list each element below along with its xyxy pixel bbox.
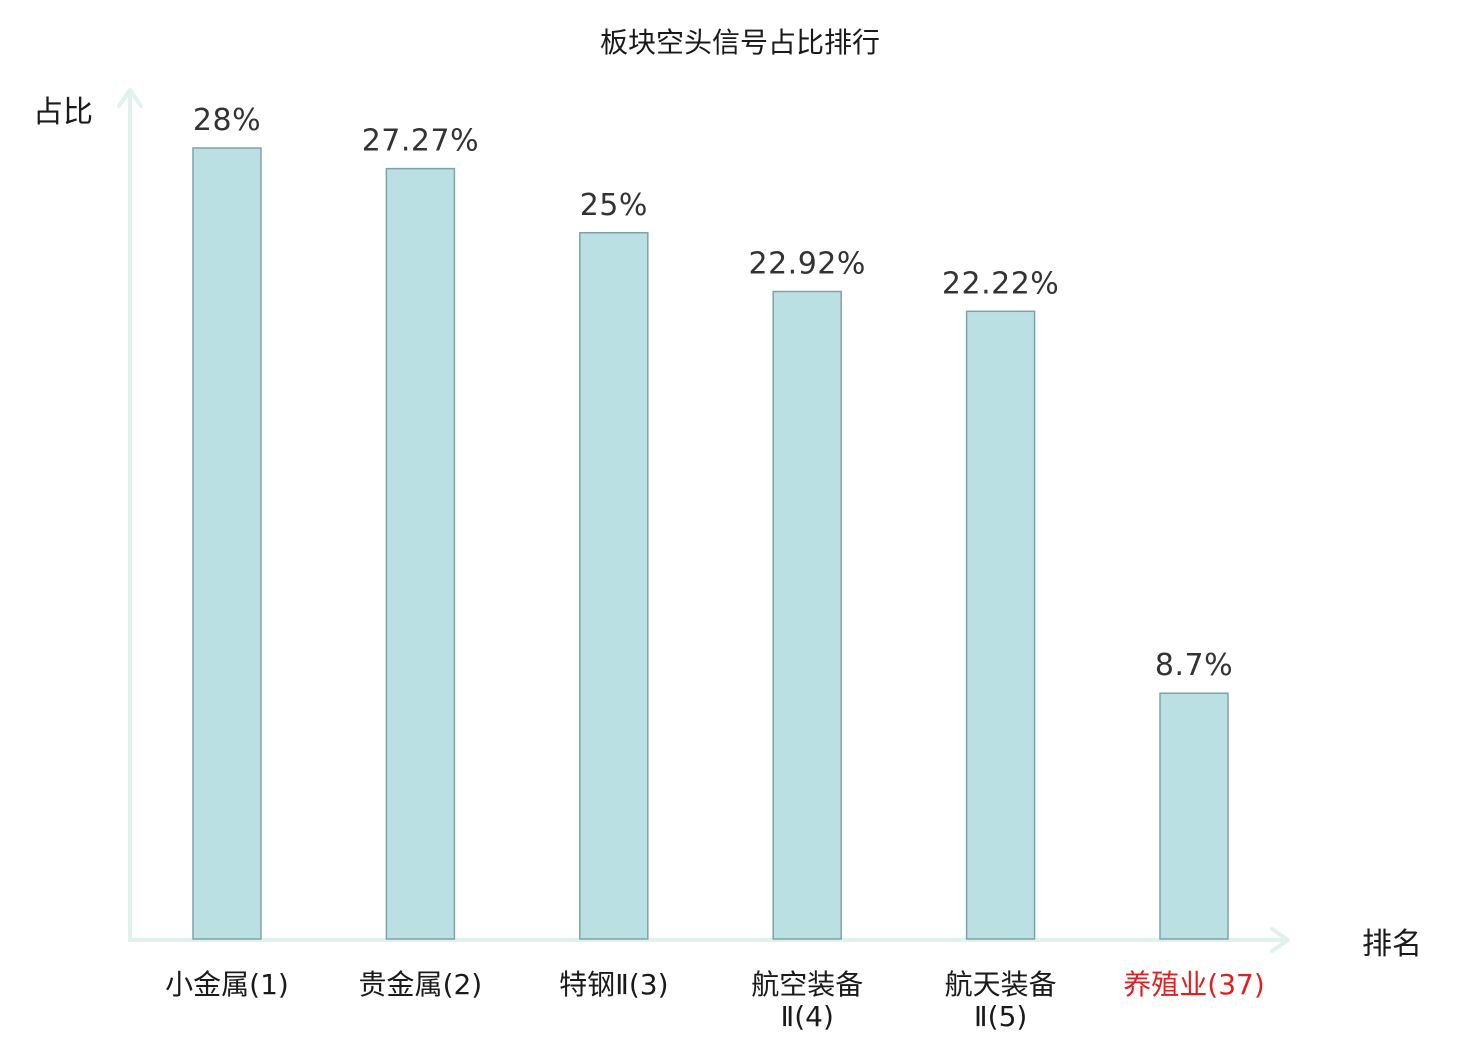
category-name: 贵金属 [359,968,443,1001]
category-rank: (2) [443,968,483,1001]
bar [965,310,1036,940]
value-labels: 28% 27.27% 25% 22.92% 22.22% 8.7% [193,103,1233,683]
category-name: 养殖业 [1123,968,1207,1001]
data-label: 28% [193,103,261,138]
chart-title: 板块空头信号占比排行 [600,26,880,59]
x-axis-title: 排名 [1362,927,1422,962]
y-axis-arrow [117,88,143,108]
y-axis-title: 占比 [33,95,93,130]
category-rank: (37) [1207,968,1264,1001]
bar [1159,692,1229,940]
category-label: 特钢Ⅱ(3) [559,968,668,1001]
category-label: 养殖业(37) [1123,968,1265,1001]
x-axis-arrow [1270,927,1290,953]
category-name: 特钢Ⅱ [559,968,629,1001]
data-label: 22.92% [749,247,866,282]
category-rank: Ⅱ(4) [780,1000,833,1033]
category-label: 贵金属(2) [359,968,483,1001]
category-label: 小金属(1) [165,968,289,1001]
category-name: 航空装备 [751,968,863,1001]
category-name: 航天装备 [945,968,1057,1001]
bar [385,167,456,940]
axes [117,88,1290,953]
category-rank: (3) [629,968,669,1001]
category-name: 小金属 [165,968,249,1001]
data-label: 8.7% [1155,648,1233,683]
bar-series [192,147,1229,940]
data-label: 22.22% [942,266,1059,301]
bar [579,232,649,940]
bar [192,147,262,940]
category-rank: (1) [249,968,289,1001]
category-rank: Ⅱ(5) [974,1000,1027,1033]
data-label: 27.27% [362,124,479,159]
data-label: 25% [580,188,648,223]
bar [772,290,842,940]
